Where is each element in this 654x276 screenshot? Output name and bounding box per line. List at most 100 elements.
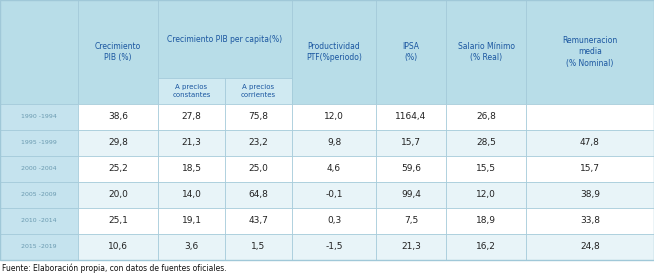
Bar — [292, 0, 376, 104]
Text: 12,0: 12,0 — [476, 190, 496, 200]
Text: 0,3: 0,3 — [327, 216, 341, 225]
Text: 29,8: 29,8 — [108, 139, 128, 147]
Bar — [526, 0, 654, 104]
Bar — [376, 234, 446, 260]
Bar — [376, 0, 446, 104]
Bar — [446, 0, 526, 104]
Bar — [446, 182, 526, 208]
Bar — [225, 182, 292, 208]
Bar — [0, 0, 78, 104]
Text: 1164,4: 1164,4 — [396, 113, 426, 121]
Text: 15,5: 15,5 — [476, 164, 496, 174]
Bar — [376, 104, 446, 130]
Text: 19,1: 19,1 — [182, 216, 201, 225]
Text: 18,9: 18,9 — [476, 216, 496, 225]
Bar — [292, 182, 376, 208]
Bar — [292, 208, 376, 234]
Bar — [526, 104, 654, 130]
Bar — [376, 182, 446, 208]
Bar — [78, 208, 158, 234]
Bar — [158, 156, 225, 182]
Text: 7,5: 7,5 — [404, 216, 418, 225]
Bar — [78, 104, 158, 130]
Bar — [225, 104, 292, 130]
Bar — [292, 156, 376, 182]
Bar — [376, 208, 446, 234]
Text: 21,3: 21,3 — [401, 243, 421, 251]
Text: 24,8: 24,8 — [580, 243, 600, 251]
Bar — [225, 130, 292, 156]
Bar — [376, 156, 446, 182]
Text: 99,4: 99,4 — [401, 190, 421, 200]
Text: -1,5: -1,5 — [325, 243, 343, 251]
Bar — [158, 78, 225, 104]
Bar — [446, 208, 526, 234]
Bar — [158, 104, 225, 130]
Bar — [158, 0, 292, 78]
Text: 64,8: 64,8 — [249, 190, 268, 200]
Text: 2015 -2019: 2015 -2019 — [21, 245, 57, 250]
Text: 75,8: 75,8 — [249, 113, 269, 121]
Text: Salario Mínimo
(% Real): Salario Mínimo (% Real) — [458, 42, 515, 62]
Text: A precios
constantes: A precios constantes — [172, 84, 211, 98]
Text: 25,1: 25,1 — [108, 216, 128, 225]
Text: 12,0: 12,0 — [324, 113, 344, 121]
Bar — [446, 104, 526, 130]
Text: 1995 -1999: 1995 -1999 — [21, 140, 57, 145]
Bar — [0, 234, 78, 260]
Bar — [225, 234, 292, 260]
Text: 38,9: 38,9 — [580, 190, 600, 200]
Text: Crecimiento
PIB (%): Crecimiento PIB (%) — [95, 42, 141, 62]
Bar — [158, 234, 225, 260]
Text: 33,8: 33,8 — [580, 216, 600, 225]
Text: 21,3: 21,3 — [182, 139, 201, 147]
Text: 25,0: 25,0 — [249, 164, 268, 174]
Bar — [78, 130, 158, 156]
Text: 59,6: 59,6 — [401, 164, 421, 174]
Text: 2000 -2004: 2000 -2004 — [21, 166, 57, 171]
Text: 28,5: 28,5 — [476, 139, 496, 147]
Text: 1990 -1994: 1990 -1994 — [21, 115, 57, 120]
Text: 25,2: 25,2 — [108, 164, 128, 174]
Text: IPSA
(%): IPSA (%) — [402, 42, 419, 62]
Bar — [526, 182, 654, 208]
Bar — [158, 130, 225, 156]
Bar — [292, 130, 376, 156]
Bar — [292, 234, 376, 260]
Text: 10,6: 10,6 — [108, 243, 128, 251]
Text: 2005 -2009: 2005 -2009 — [21, 192, 57, 198]
Bar — [158, 208, 225, 234]
Text: 43,7: 43,7 — [249, 216, 268, 225]
Bar — [446, 130, 526, 156]
Text: 1,5: 1,5 — [251, 243, 266, 251]
Text: 4,6: 4,6 — [327, 164, 341, 174]
Bar — [526, 234, 654, 260]
Text: -0,1: -0,1 — [325, 190, 343, 200]
Bar — [526, 156, 654, 182]
Bar — [225, 208, 292, 234]
Text: 27,8: 27,8 — [182, 113, 201, 121]
Bar — [0, 182, 78, 208]
Text: 2010 -2014: 2010 -2014 — [21, 219, 57, 224]
Text: 15,7: 15,7 — [580, 164, 600, 174]
Text: Crecimiento PIB per capita(%): Crecimiento PIB per capita(%) — [167, 34, 283, 44]
Text: Remuneracion
media
(% Nominal): Remuneracion media (% Nominal) — [562, 36, 617, 68]
Text: 47,8: 47,8 — [580, 139, 600, 147]
Bar — [376, 130, 446, 156]
Text: 23,2: 23,2 — [249, 139, 268, 147]
Text: 16,2: 16,2 — [476, 243, 496, 251]
Bar — [78, 0, 158, 104]
Text: 9,8: 9,8 — [327, 139, 341, 147]
Bar — [0, 156, 78, 182]
Text: 38,6: 38,6 — [108, 113, 128, 121]
Bar — [292, 104, 376, 130]
Bar — [78, 234, 158, 260]
Bar — [446, 234, 526, 260]
Bar — [225, 78, 292, 104]
Text: A precios
corrientes: A precios corrientes — [241, 84, 276, 98]
Text: 20,0: 20,0 — [108, 190, 128, 200]
Bar — [0, 104, 78, 130]
Text: Fuente: Elaboración propia, con datos de fuentes oficiales.: Fuente: Elaboración propia, con datos de… — [2, 263, 227, 273]
Text: 15,7: 15,7 — [401, 139, 421, 147]
Bar — [526, 130, 654, 156]
